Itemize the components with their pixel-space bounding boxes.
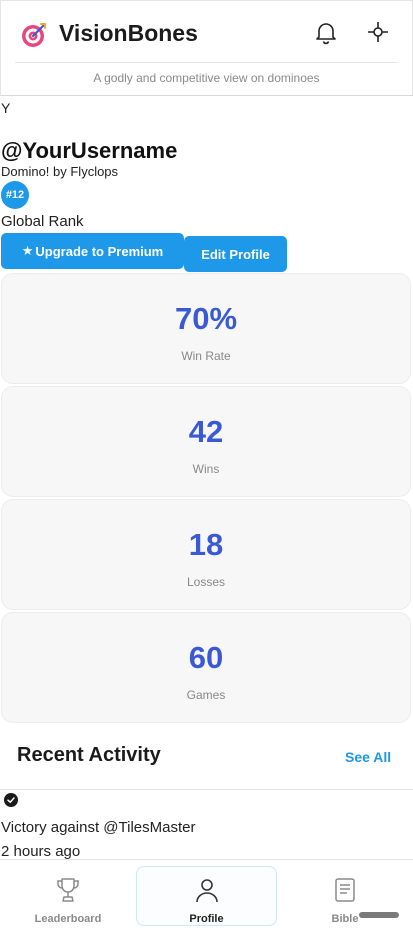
rank-label: Global Rank xyxy=(1,213,84,230)
stat-value: 60 xyxy=(188,640,224,675)
tab-leaderboard[interactable]: Leaderboard xyxy=(0,866,136,926)
activity-divider xyxy=(0,789,413,790)
tab-label: Profile xyxy=(189,913,224,925)
stat-value: 42 xyxy=(188,414,224,449)
check-circle-icon xyxy=(4,793,18,807)
edit-profile-label: Edit Profile xyxy=(201,246,270,262)
game-name: Domino! by Flyclops xyxy=(1,164,119,179)
avatar: Y xyxy=(1,100,11,116)
header-divider xyxy=(15,62,398,63)
tab-label: Leaderboard xyxy=(34,913,102,925)
stat-card-games: 60 Games xyxy=(1,612,411,723)
tab-bible[interactable]: Bible xyxy=(277,866,413,926)
tab-profile[interactable]: Profile xyxy=(136,866,277,926)
upgrade-premium-button[interactable]: ★ Upgrade to Premium xyxy=(1,233,184,269)
stat-label: Wins xyxy=(192,462,220,476)
tagline: A godly and competitive view on dominoes xyxy=(93,71,320,85)
target-dart-icon xyxy=(22,23,46,47)
recent-activity-title: Recent Activity xyxy=(17,744,161,766)
stat-label: Games xyxy=(186,688,226,702)
stat-value: 70% xyxy=(174,301,238,336)
star-icon: ★ xyxy=(21,243,34,258)
stat-label: Win Rate xyxy=(181,349,231,363)
stat-card-wins: 42 Wins xyxy=(1,386,411,497)
person-icon xyxy=(195,879,218,903)
book-icon xyxy=(335,878,355,902)
bottom-tab-bar: Leaderboard Profile Bible xyxy=(0,859,413,928)
stat-label: Losses xyxy=(186,575,226,589)
trophy-icon xyxy=(57,878,79,902)
bell-icon[interactable] xyxy=(312,18,340,46)
tab-label: Bible xyxy=(331,913,359,925)
rank-badge: #12 xyxy=(1,181,29,209)
activity-description: Victory against @TilesMaster xyxy=(1,819,196,836)
activity-time: 2 hours ago xyxy=(1,843,81,860)
crosshair-icon[interactable] xyxy=(364,18,392,46)
see-all-link[interactable]: See All xyxy=(345,749,392,765)
upgrade-premium-label: Upgrade to Premium xyxy=(35,243,164,259)
app-title: VisionBones xyxy=(59,20,198,46)
stat-value: 18 xyxy=(188,527,224,562)
home-indicator[interactable] xyxy=(359,912,399,918)
app-header: VisionBones A godly and competitive view… xyxy=(0,0,413,96)
edit-profile-button[interactable]: Edit Profile xyxy=(184,236,287,272)
username: @YourUsername xyxy=(1,138,178,163)
stat-card-losses: 18 Losses xyxy=(1,499,411,610)
stat-card-win-rate: 70% Win Rate xyxy=(1,273,411,384)
